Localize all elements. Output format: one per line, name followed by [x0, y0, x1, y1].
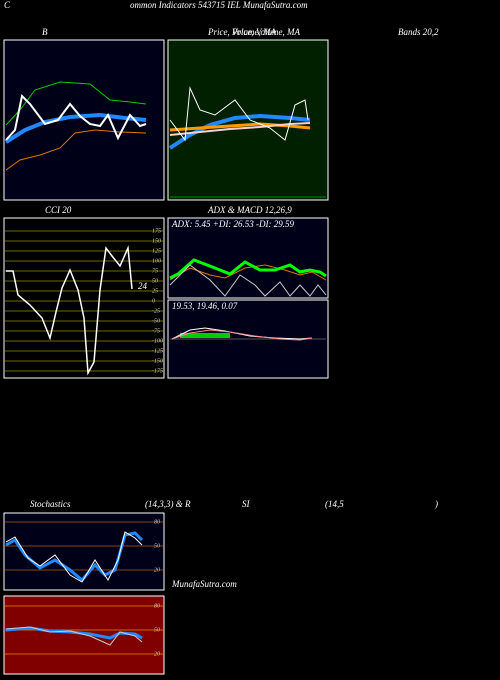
tick-label: -100	[152, 338, 163, 344]
stoch-lines	[5, 531, 144, 583]
adx-lines	[169, 258, 327, 297]
tick-label: 100	[152, 258, 161, 264]
label: (14,3,3) & R	[145, 499, 191, 509]
tick-label: 0	[152, 298, 155, 304]
bb-lines	[4, 81, 147, 171]
title-c: C	[4, 0, 11, 10]
tick-label: 80	[154, 603, 160, 609]
rsi-line	[5, 626, 143, 646]
tick-label: 25	[152, 288, 158, 294]
tick-label: -175	[152, 368, 163, 374]
tick-label: -125	[152, 348, 163, 354]
tick-label: 175	[152, 228, 161, 234]
watermark: MunafaSutra.com	[171, 579, 237, 589]
tick-label: 125	[152, 248, 161, 254]
macd-lines	[170, 327, 326, 341]
label: (14,5	[325, 499, 344, 509]
stoch-grid: 80 50 20	[5, 519, 163, 573]
tick-label: -150	[152, 358, 163, 364]
label: Price, Volume, MA	[231, 27, 300, 37]
tick-label: -75	[152, 328, 160, 334]
panel	[3, 217, 165, 379]
panel	[167, 217, 329, 299]
cci-value: 24	[138, 281, 148, 291]
tick-label: -50	[152, 318, 160, 324]
label: Stochastics	[30, 499, 71, 509]
tick-label: 75	[152, 268, 158, 274]
tick-label: 50	[152, 278, 158, 284]
tick-label: 80	[154, 519, 160, 525]
cci-line	[6, 245, 133, 376]
title: ommon Indicators 543715 IEL MunafaSutra.…	[130, 0, 308, 10]
label: Bands 20,2	[398, 27, 439, 37]
label: CCI 20	[45, 205, 72, 215]
label: Price, Volume, MA	[207, 27, 276, 37]
tick-label: 50	[154, 627, 160, 633]
tick-label: 20	[154, 567, 160, 573]
tick-label: 150	[152, 238, 161, 244]
tick-label: -25	[152, 308, 160, 314]
tick-label: 20	[154, 651, 160, 657]
price-lines	[168, 86, 326, 198]
label: B	[42, 27, 48, 37]
adx-values: ADX: 5.45 +DI: 26.53 -DI: 29.59	[171, 219, 295, 229]
tick-label: 50	[154, 543, 160, 549]
label: SI	[242, 499, 251, 509]
macd-values: 19.53, 19.46, 0.07	[172, 301, 238, 311]
rsi-grid: 80 50 20	[5, 603, 163, 657]
label: )	[434, 499, 438, 509]
label: ADX & MACD 12,26,9	[207, 205, 292, 215]
